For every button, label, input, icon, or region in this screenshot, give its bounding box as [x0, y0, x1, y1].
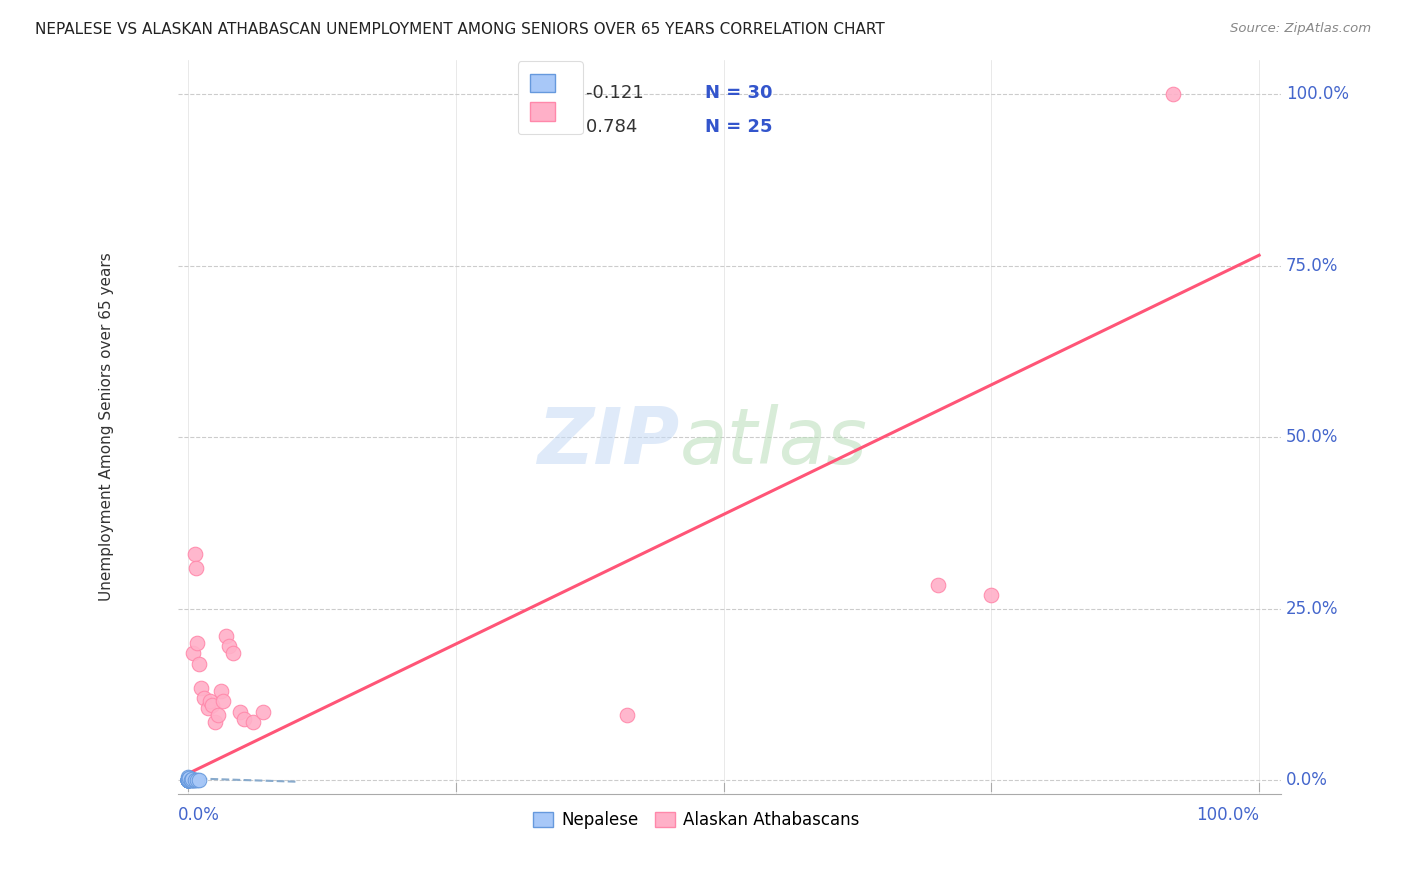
Point	[180, 772, 202, 787]
Point	[177, 773, 200, 788]
Point	[198, 694, 221, 708]
Text: 0.0%: 0.0%	[1286, 772, 1327, 789]
Point	[229, 705, 252, 719]
Point	[252, 705, 274, 719]
Point	[211, 694, 233, 708]
Point	[177, 773, 200, 788]
Point	[1163, 87, 1185, 101]
Point	[218, 640, 240, 654]
Point	[177, 773, 200, 788]
Point	[233, 712, 256, 726]
Point	[180, 773, 202, 788]
Point	[197, 701, 219, 715]
Text: N = 30: N = 30	[704, 84, 772, 102]
Text: 100.0%: 100.0%	[1286, 85, 1348, 103]
Point	[177, 773, 200, 788]
Point	[215, 629, 238, 643]
Point	[177, 773, 200, 788]
Text: 0.0%: 0.0%	[177, 806, 219, 824]
Point	[209, 684, 232, 698]
Point	[177, 773, 200, 788]
Point	[242, 714, 264, 729]
Point	[180, 772, 202, 786]
Point	[177, 770, 200, 784]
Point	[177, 773, 200, 788]
Point	[177, 773, 200, 788]
Point	[222, 646, 245, 660]
Text: 100.0%: 100.0%	[1197, 806, 1260, 824]
Text: NEPALESE VS ALASKAN ATHABASCAN UNEMPLOYMENT AMONG SENIORS OVER 65 YEARS CORRELAT: NEPALESE VS ALASKAN ATHABASCAN UNEMPLOYM…	[35, 22, 884, 37]
Point	[177, 773, 200, 788]
Text: 25.0%: 25.0%	[1286, 599, 1339, 617]
Point	[177, 772, 200, 786]
Text: 50.0%: 50.0%	[1286, 428, 1339, 446]
Text: ZIP: ZIP	[537, 403, 679, 480]
Point	[980, 588, 1002, 602]
Point	[177, 773, 200, 788]
Text: R = -0.121: R = -0.121	[547, 84, 661, 102]
Point	[193, 690, 215, 705]
Point	[184, 560, 207, 574]
Point	[179, 771, 201, 785]
Point	[181, 773, 204, 788]
Point	[180, 773, 202, 788]
Point	[177, 773, 200, 788]
Legend: Nepalese, Alaskan Athabascans: Nepalese, Alaskan Athabascans	[526, 805, 866, 836]
Point	[207, 708, 229, 723]
Point	[186, 773, 208, 788]
Point	[177, 773, 200, 788]
Point	[186, 636, 208, 650]
Point	[177, 773, 200, 788]
Point	[188, 657, 211, 671]
Point	[190, 681, 212, 695]
Point	[183, 773, 205, 788]
Point	[201, 698, 224, 712]
Point	[184, 547, 207, 561]
Text: N = 25: N = 25	[704, 118, 772, 136]
Point	[188, 773, 211, 788]
Text: atlas: atlas	[679, 403, 868, 480]
Point	[184, 772, 207, 787]
Point	[927, 577, 949, 591]
Point	[177, 773, 200, 788]
Point	[181, 646, 204, 660]
Point	[177, 773, 200, 788]
Point	[177, 773, 200, 788]
Point	[177, 773, 200, 788]
Point	[177, 773, 200, 788]
Text: 75.0%: 75.0%	[1286, 257, 1339, 275]
Text: Unemployment Among Seniors over 65 years: Unemployment Among Seniors over 65 years	[98, 252, 114, 601]
Point	[616, 708, 638, 723]
Text: R = 0.784: R = 0.784	[547, 118, 655, 136]
Point	[204, 714, 226, 729]
Text: Source: ZipAtlas.com: Source: ZipAtlas.com	[1230, 22, 1371, 36]
